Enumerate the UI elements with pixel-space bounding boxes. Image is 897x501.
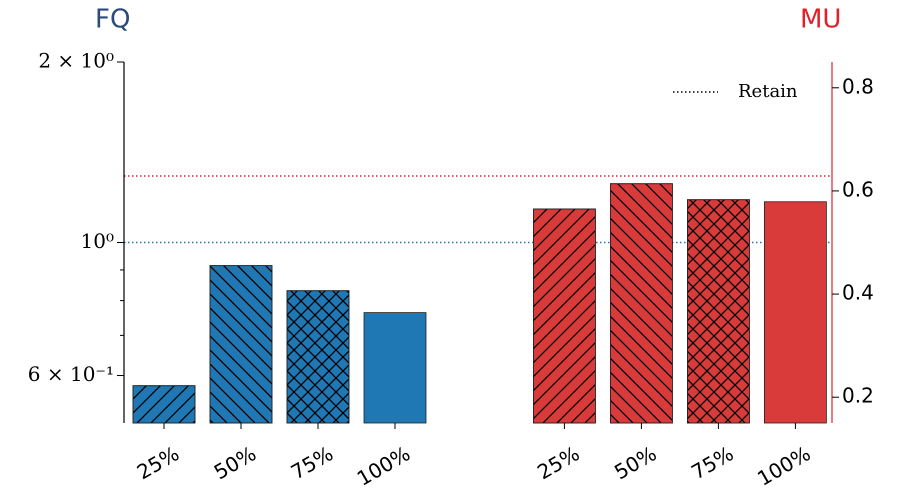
bar [363,312,427,424]
bar-hatch [132,385,196,424]
bar-hatch [533,208,596,424]
x-tick-label: 50% [210,441,260,484]
y2-tick-label: 0.6 [842,177,874,201]
x-tick-label: 100% [353,441,415,490]
x-tick-label: 25% [533,441,583,484]
y-tick-label: 10⁰ [81,229,114,253]
y-tick-label: 6 × 10⁻¹ [28,362,114,386]
y2-tick-label: 0.4 [842,281,874,305]
x-tick-label: 25% [133,441,183,484]
bar-hatch [209,265,273,424]
x-tick-label: 75% [687,441,737,484]
x-tick-label: 100% [753,441,815,490]
x-tick-label: 50% [610,441,660,484]
right-axis-title: MU [800,5,841,35]
legend-label: Retain [738,81,798,102]
bar [764,201,827,424]
bar-hatch [610,183,673,424]
x-tick-label: 75% [287,441,337,484]
bar-hatch [286,290,350,424]
y2-tick-label: 0.2 [842,384,874,408]
left-axis-title: FQ [95,5,130,35]
y-tick-label: 2 × 10⁰ [38,49,114,73]
bar-hatch [687,199,750,424]
y2-tick-label: 0.8 [842,74,874,98]
